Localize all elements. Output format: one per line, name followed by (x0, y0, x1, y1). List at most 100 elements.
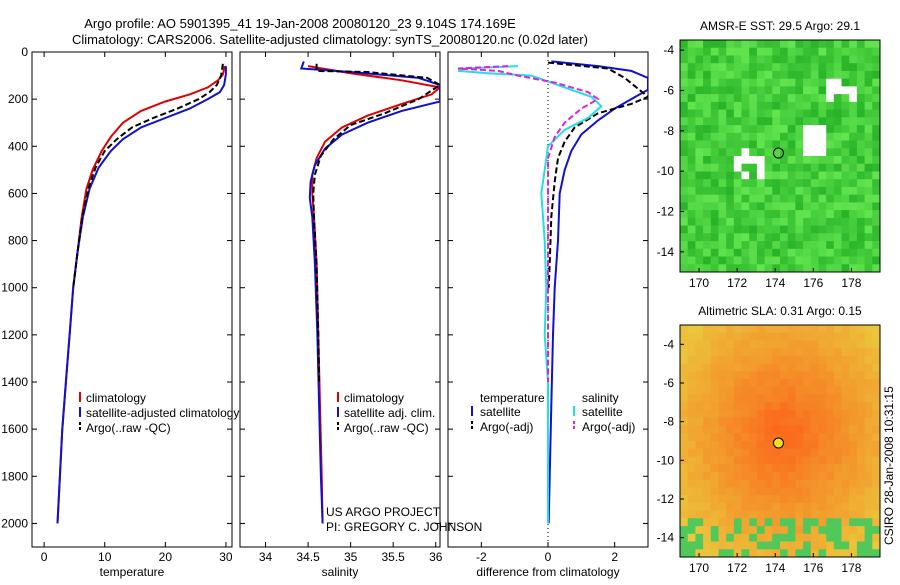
sla-cell (864, 526, 873, 535)
sla-cell (726, 495, 735, 504)
sst-cell (756, 264, 766, 273)
sla-cell (810, 340, 819, 349)
sla-cell (710, 417, 719, 426)
sla-cell (680, 464, 689, 473)
sla-cell (810, 487, 819, 496)
sst-cell (826, 256, 835, 265)
sla-cell (810, 379, 819, 388)
sla-cell (818, 332, 827, 341)
sst-cell (718, 241, 727, 250)
sst-cell (810, 210, 819, 219)
sst-cell (833, 264, 842, 273)
sla-cell (833, 348, 842, 357)
sla-cell (856, 394, 866, 403)
sla-cell (703, 487, 712, 496)
sla-cell (841, 332, 850, 341)
sla-cell (703, 425, 712, 434)
sst-cell (841, 47, 850, 56)
sla-cell (864, 456, 873, 465)
sla-cell (772, 394, 781, 403)
sla-cell (810, 325, 819, 334)
sla-cell (772, 386, 781, 396)
sla-cell (780, 487, 789, 496)
sla-cell (741, 441, 750, 450)
sst-cell (803, 171, 812, 180)
sla-cell (695, 325, 704, 334)
sla-cell (810, 448, 819, 457)
sla-cell (718, 495, 727, 504)
sst-cell (826, 248, 835, 257)
sla-cell (703, 479, 712, 488)
sst-cell (718, 156, 727, 165)
sst-cell (849, 202, 858, 211)
sla-cell (741, 348, 750, 357)
sla-cell (795, 348, 804, 357)
sst-cell (733, 63, 742, 72)
sla-cell (864, 425, 873, 434)
sst-cell (703, 233, 712, 242)
sst-cell (849, 63, 858, 72)
sla-cell (772, 348, 781, 357)
sla-cell (787, 417, 796, 426)
sla-cell (833, 402, 842, 411)
sst-cell (810, 86, 819, 95)
sst-cell (749, 210, 758, 219)
sst-cell (818, 101, 827, 111)
sst-cell (764, 63, 773, 72)
sla-cell (749, 417, 758, 426)
sla-cell (733, 541, 742, 550)
sst-cell (695, 117, 704, 126)
sst-cell (756, 55, 766, 64)
sla-cell (695, 410, 704, 419)
title-line-2: Climatology: CARS2006. Satellite-adjuste… (72, 32, 588, 47)
sst-argo-marker (772, 147, 784, 159)
sst-cell (803, 86, 812, 95)
sst-cell (787, 225, 796, 234)
sla-cell (826, 371, 835, 380)
sst-cell (764, 194, 773, 203)
salinity-xtick-label: 36 (429, 550, 443, 564)
sst-cell (703, 132, 712, 141)
sla-cell (718, 464, 727, 473)
sst-cell (772, 47, 781, 56)
sla-cell (756, 541, 766, 550)
sst-cell (787, 55, 796, 64)
sla-cell (780, 355, 789, 365)
sla-cell (733, 456, 742, 465)
sla-cell (780, 495, 789, 504)
sst-cell (703, 179, 712, 188)
sla-cell (787, 433, 796, 442)
sla-cell (787, 502, 796, 512)
sst-cell (787, 63, 796, 72)
sst-cell (687, 241, 696, 250)
sst-cell (772, 233, 781, 242)
sst-cell (803, 63, 812, 72)
sla-cell (849, 502, 858, 512)
sst-cell (749, 217, 758, 227)
sla-cell (687, 363, 696, 372)
sla-cell (695, 464, 704, 473)
sst-cell (826, 156, 835, 165)
sst-cell (687, 101, 696, 111)
sst-cell (810, 248, 819, 257)
sla-cell (710, 340, 719, 349)
sla-cell (803, 402, 812, 411)
sla-cell (780, 456, 789, 465)
sla-cell (764, 394, 773, 403)
sst-cell (818, 78, 827, 87)
sla-cell (756, 371, 766, 380)
sla-cell (787, 471, 796, 481)
sla-cell (695, 502, 704, 512)
sla-cell (803, 471, 812, 481)
sla-cell (772, 533, 781, 542)
sst-cell (810, 63, 819, 72)
sla-cell (841, 541, 850, 550)
sla-cell (795, 541, 804, 550)
sla-cell (756, 402, 766, 411)
sla-cell (695, 526, 704, 535)
sla-cell (849, 518, 858, 527)
sla-cell (818, 471, 827, 481)
sst-cell (741, 156, 750, 165)
sla-cell (687, 340, 696, 349)
sst-cell (772, 101, 781, 111)
